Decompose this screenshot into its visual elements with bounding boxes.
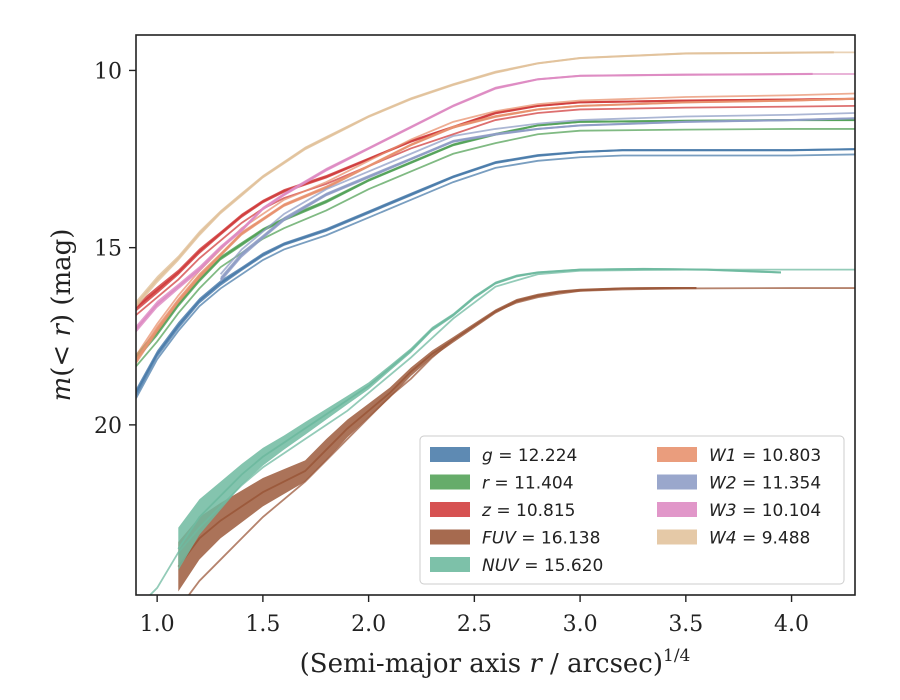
legend-label: NUV = 15.620 bbox=[482, 556, 603, 576]
y-tick-label: 20 bbox=[94, 414, 122, 439]
x-tick-label: 3.0 bbox=[563, 612, 598, 637]
legend-swatch bbox=[430, 474, 470, 490]
legend-items: g = 12.224 r = 11.404 z = 10.815 FUV = 16.1… bbox=[430, 446, 821, 576]
legend-entry: W3 = 10.104 bbox=[657, 501, 821, 521]
series-fuv-band bbox=[178, 287, 697, 592]
x-axis-title: (Semi-major axis r / arcsec)1/4 bbox=[300, 646, 691, 679]
series-w1-line bbox=[136, 92, 855, 357]
series-z-line bbox=[136, 104, 855, 316]
series-z bbox=[136, 97, 855, 316]
legend-label: FUV = 16.138 bbox=[482, 529, 600, 549]
x-tick-label: 4.0 bbox=[774, 612, 809, 637]
series-nuv-line bbox=[177, 268, 782, 550]
series-w2-line bbox=[219, 117, 855, 281]
legend-box bbox=[419, 435, 845, 585]
series-r-line bbox=[136, 128, 855, 367]
legend-swatch bbox=[657, 447, 697, 462]
series-z-line bbox=[136, 97, 855, 309]
legend-entry: W1 = 10.803 bbox=[657, 446, 821, 466]
series-w1-line bbox=[136, 97, 855, 362]
series-fuv-line bbox=[177, 287, 697, 568]
legend: g = 12.224 r = 11.404 z = 10.815 FUV = 16.1… bbox=[419, 435, 845, 585]
legend-label: W1 = 10.803 bbox=[709, 446, 821, 466]
x-tick-label: 3.5 bbox=[668, 612, 703, 637]
series-g bbox=[136, 148, 855, 399]
series-w3 bbox=[136, 72, 855, 333]
series-fuv bbox=[177, 287, 855, 595]
x-tick-label: 2.5 bbox=[457, 612, 492, 637]
series-w4-line bbox=[136, 51, 834, 305]
legend-label: W4 = 9.488 bbox=[709, 529, 810, 549]
legend-label: r = 11.404 bbox=[482, 474, 574, 494]
legend-swatch bbox=[430, 529, 470, 545]
legend-swatch bbox=[430, 557, 470, 572]
plot-frame bbox=[135, 34, 856, 596]
ticks-layer: 1.0 1.5 2.0 2.5 3.0 3.5 4.0 10 15 20 bbox=[94, 59, 809, 637]
legend-entry: r = 11.404 bbox=[430, 474, 574, 494]
legend-swatch bbox=[657, 474, 697, 490]
series-r bbox=[136, 119, 855, 367]
series-w3-line bbox=[136, 73, 813, 330]
legend-entry: z = 10.815 bbox=[430, 501, 575, 521]
legend-entry: NUV = 15.620 bbox=[430, 556, 603, 576]
legend-entry: W2 = 11.354 bbox=[657, 474, 821, 494]
series-w4 bbox=[136, 51, 855, 308]
series-w2 bbox=[219, 112, 855, 283]
legend-label: g = 12.224 bbox=[482, 446, 577, 466]
series-fuv-thin-line bbox=[187, 287, 855, 595]
y-tick-label: 15 bbox=[94, 237, 122, 262]
series-nuv-thin-line bbox=[148, 268, 855, 595]
legend-label: W2 = 11.354 bbox=[709, 474, 821, 494]
series-g-line bbox=[136, 148, 855, 394]
legend-entry: W4 = 9.488 bbox=[657, 529, 810, 549]
legend-entry: g = 12.224 bbox=[430, 446, 577, 466]
legend-swatch bbox=[430, 502, 470, 517]
series-layer bbox=[136, 51, 855, 595]
x-tick-label: 1.5 bbox=[245, 612, 280, 637]
series-w1 bbox=[136, 92, 855, 365]
series-w2-line bbox=[219, 112, 855, 275]
y-axis-title: m(< r) (mag) bbox=[47, 229, 77, 402]
series-nuv bbox=[148, 267, 855, 595]
x-tick-label: 2.0 bbox=[351, 612, 386, 637]
x-tick-label: 1.0 bbox=[140, 612, 175, 637]
legend-swatch bbox=[657, 529, 697, 545]
y-tick-label: 10 bbox=[94, 59, 122, 84]
legend-label: z = 10.815 bbox=[481, 501, 575, 521]
series-r-line bbox=[136, 119, 855, 359]
legend-swatch bbox=[430, 447, 470, 462]
legend-swatch bbox=[657, 502, 697, 517]
series-g-line bbox=[136, 153, 855, 399]
legend-label: W3 = 10.104 bbox=[709, 501, 821, 521]
legend-entry: FUV = 16.138 bbox=[430, 529, 600, 549]
